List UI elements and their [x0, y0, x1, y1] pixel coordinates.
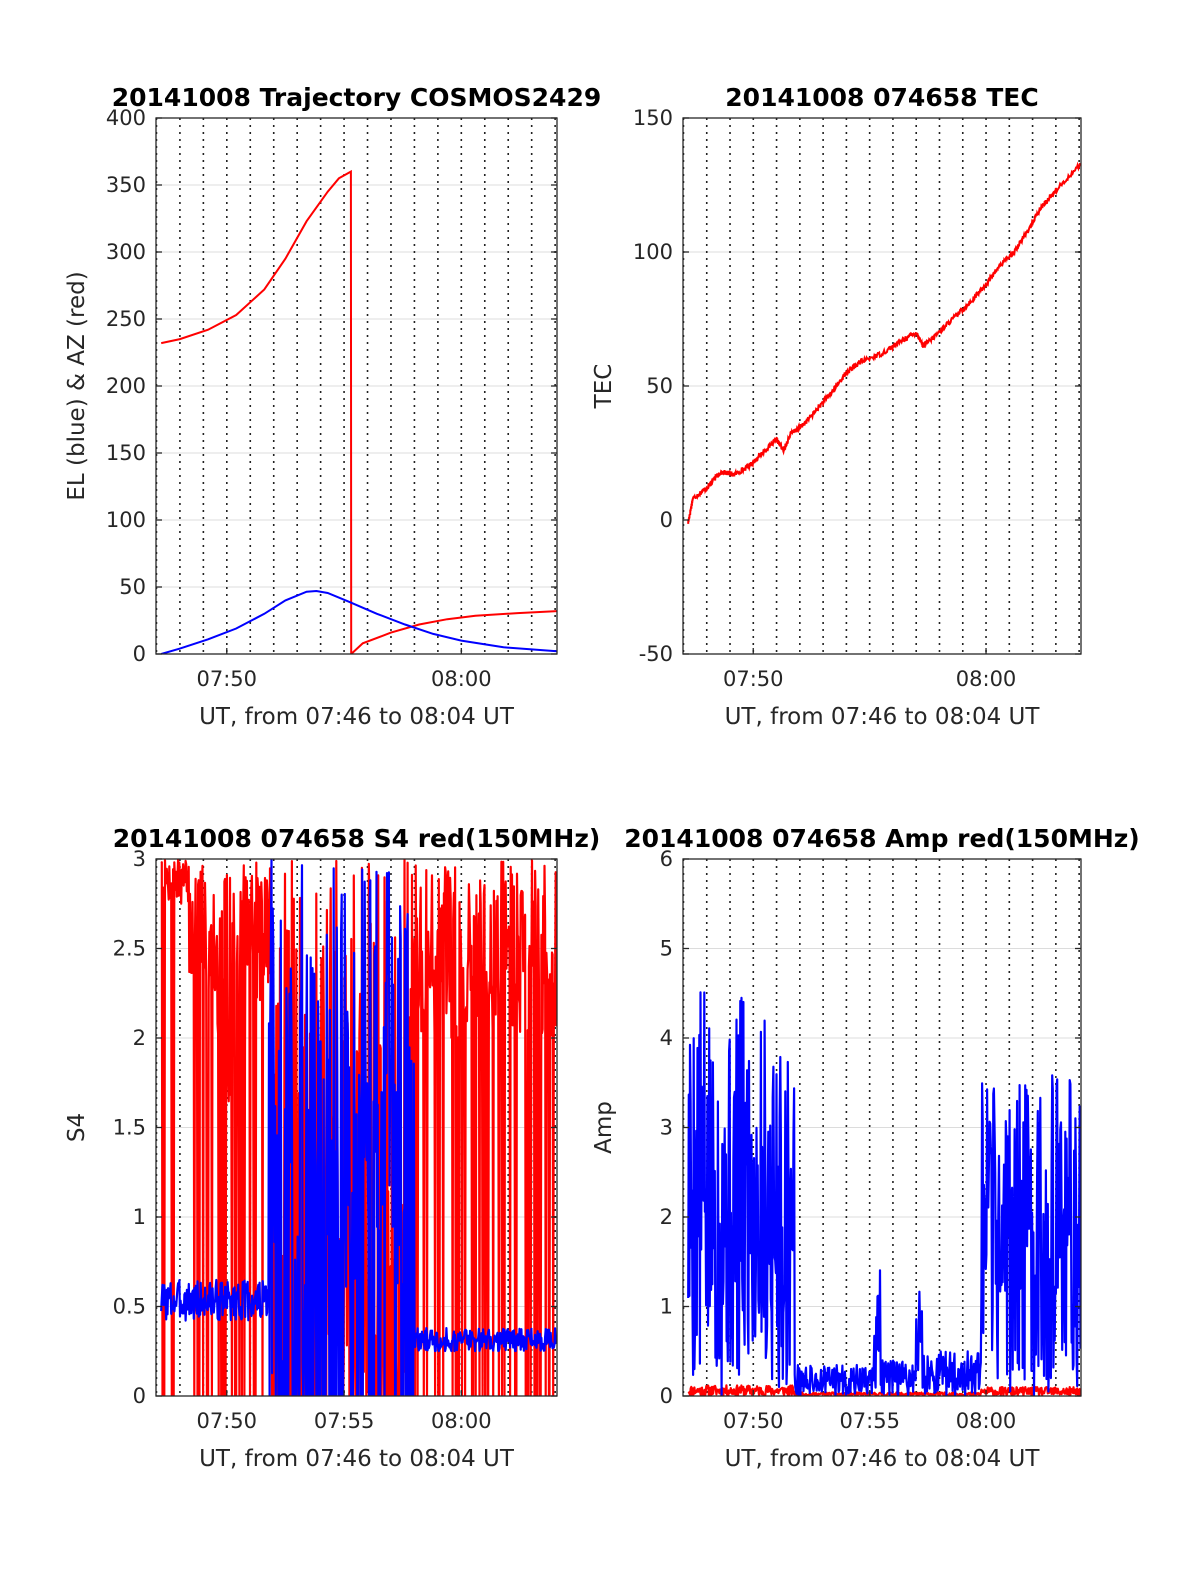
- y-tick-label: 0: [133, 1384, 146, 1408]
- chart-panel-1: 0 50 100 150 200 250 300 350 400 07:50 08:00 201410…: [64, 83, 601, 730]
- y-tick-label: 1: [133, 1205, 146, 1229]
- y-axis-label: TEC: [591, 364, 617, 410]
- y-axis-label: EL (blue) & AZ (red): [64, 271, 90, 500]
- y-tick-label: 3: [660, 1116, 673, 1140]
- y-tick-label: -50: [639, 642, 673, 666]
- chart-title: 20141008 Trajectory COSMOS2429: [112, 83, 602, 112]
- plot-area: [687, 991, 1081, 1396]
- y-tick-label: 2.5: [113, 937, 146, 961]
- y-tick-label: 50: [646, 374, 673, 398]
- plot-area: [160, 169, 557, 654]
- x-tick-label: 08:00: [431, 667, 492, 691]
- x-tick-label: 07:50: [197, 667, 258, 691]
- series-line-red: [687, 161, 1081, 524]
- y-tick-label: 0: [660, 508, 673, 532]
- y-tick-label: 100: [633, 240, 673, 264]
- x-tick-label: 07:55: [839, 1409, 900, 1433]
- y-axis-label: S4: [64, 1113, 90, 1142]
- x-tick-label: 08:00: [431, 1409, 492, 1433]
- y-tick-label: 100: [106, 508, 146, 532]
- y-tick-label: 300: [106, 240, 146, 264]
- series-line-blue: [160, 589, 557, 654]
- plot-area: [687, 161, 1081, 524]
- x-tick-label: 07:50: [197, 1409, 258, 1433]
- y-tick-label: 3: [133, 847, 146, 871]
- y-tick-label: 0: [660, 1384, 673, 1408]
- y-tick-label: 350: [106, 173, 146, 197]
- y-tick-label: 5: [660, 937, 673, 961]
- chart-title: 20141008 074658 TEC: [725, 83, 1038, 112]
- series-line-blue: [687, 991, 1081, 1396]
- y-tick-label: 0: [133, 642, 146, 666]
- x-tick-label: 07:50: [723, 667, 784, 691]
- y-tick-label: 6: [660, 847, 673, 871]
- chart-panel-2: -50 0 50 100 150 07:50 08:00 20141008 074658 TE…: [591, 83, 1082, 730]
- x-axis-label: UT, from 07:46 to 08:04 UT: [199, 1446, 515, 1472]
- x-axis-label: UT, from 07:46 to 08:04 UT: [725, 1446, 1041, 1472]
- y-tick-label: 4: [660, 1026, 673, 1050]
- chart-panel-3: 0 0.5 1 1.5 2 2.5 3 07:50 07:55 08:00 20141008 074…: [64, 824, 600, 1472]
- chart-title: 20141008 074658 Amp red(150MHz): [624, 824, 1140, 853]
- y-tick-label: 400: [106, 106, 146, 130]
- x-axis-label: UT, from 07:46 to 08:04 UT: [199, 704, 515, 730]
- chart-panel-4: 0 1 2 3 4 5 6 07:50 07:55 08:00 20141008 074658 Am…: [591, 824, 1140, 1472]
- series-line-red: [160, 169, 557, 654]
- x-axis-label: UT, from 07:46 to 08:04 UT: [725, 704, 1041, 730]
- x-tick-label: 08:00: [956, 667, 1017, 691]
- chart-title: 20141008 074658 S4 red(150MHz): [113, 824, 601, 853]
- y-tick-label: 2: [133, 1026, 146, 1050]
- y-tick-label: 0.5: [113, 1295, 146, 1319]
- y-tick-label: 1.5: [113, 1116, 146, 1140]
- series-line-blue: [160, 859, 557, 1396]
- x-tick-label: 07:55: [314, 1409, 375, 1433]
- x-tick-label: 07:50: [723, 1409, 784, 1433]
- y-tick-label: 200: [106, 374, 146, 398]
- y-tick-label: 50: [119, 575, 146, 599]
- y-tick-label: 150: [106, 441, 146, 465]
- y-tick-label: 150: [633, 106, 673, 130]
- x-tick-label: 08:00: [956, 1409, 1017, 1433]
- y-tick-label: 1: [660, 1295, 673, 1319]
- y-tick-label: 250: [106, 307, 146, 331]
- plot-area: [160, 859, 557, 1396]
- y-axis-label: Amp: [591, 1101, 617, 1154]
- y-tick-label: 2: [660, 1205, 673, 1229]
